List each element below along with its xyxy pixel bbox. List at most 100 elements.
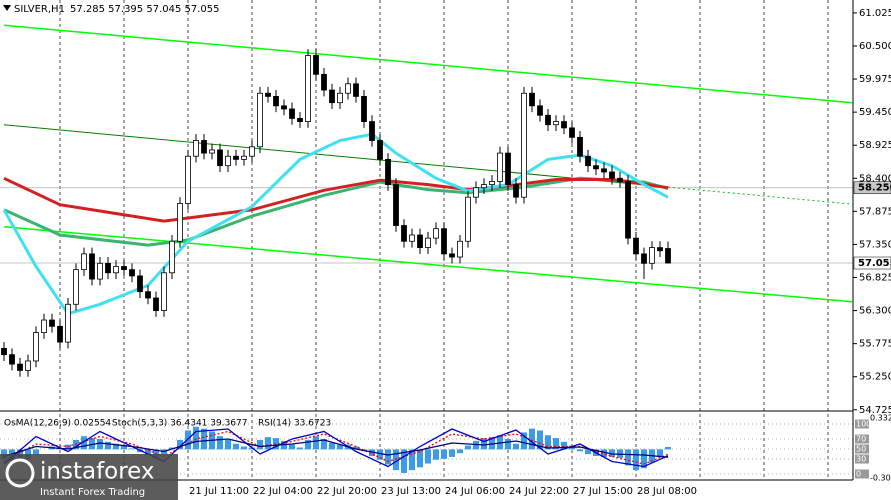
osma-bar [481, 438, 487, 450]
candle-body [337, 92, 343, 104]
overlay-line [3, 24, 853, 104]
candle-body [225, 155, 231, 167]
osma-bar [241, 446, 247, 450]
osma-bar [537, 430, 543, 450]
logo: instaforex Instant Forex Trading [0, 454, 178, 500]
osc-tick-label: 30 [856, 455, 866, 464]
y-tick-label: 59.975 [859, 74, 891, 85]
candle-body [153, 297, 159, 311]
osma-bar [505, 439, 511, 450]
candle-body [489, 181, 495, 185]
osma-bar [113, 443, 119, 450]
candle-body [113, 266, 119, 274]
osma-bar [121, 445, 127, 450]
y-tick-label: 61.025 [859, 8, 891, 19]
osma-bar [217, 436, 223, 450]
candle-body [1, 347, 7, 356]
osma-bar [177, 439, 183, 450]
ohlc: 57.285 57.395 57.045 57.055 [70, 4, 220, 15]
osma-bar [425, 449, 431, 464]
osma-label: OsMA(12,26,9) 0.02554 [4, 419, 111, 429]
candle-body [465, 196, 471, 242]
x-tick-label: 24 Jul 22:00 [509, 486, 569, 497]
y-tick-label: 57.875 [859, 206, 891, 217]
candle-body [545, 114, 551, 126]
menu-arrow[interactable] [3, 5, 11, 11]
osma-bar [585, 449, 591, 455]
osma-bar [665, 446, 671, 450]
osma-bar [513, 443, 519, 450]
candle-body [209, 149, 215, 154]
candle-body [65, 303, 71, 343]
osma-bar [33, 449, 39, 455]
y-tick-label: 59.450 [859, 107, 891, 118]
candle-body [305, 55, 311, 122]
overlay-line [3, 226, 853, 303]
candle-body [121, 266, 127, 271]
price-label: 57.055 [858, 258, 891, 269]
candle-body [329, 89, 335, 104]
price-label: 58.250 [858, 183, 891, 194]
osma-bar [657, 449, 663, 457]
candle-body [73, 269, 79, 305]
price-box [853, 181, 891, 194]
osma-bar [377, 449, 383, 460]
osc-tick-box [855, 419, 869, 429]
oscillator-line [3, 428, 669, 468]
y-tick-label: 54.725 [859, 405, 891, 416]
candle-body [289, 108, 295, 119]
osma-bar [353, 446, 359, 450]
osma-tick-label: -0.30339 [870, 474, 891, 483]
osc-tick-box [855, 454, 869, 464]
candle-body [105, 262, 111, 274]
osma-bar [321, 439, 327, 450]
candle-body [321, 73, 327, 91]
candle-body [41, 319, 47, 334]
logo-text: instaforex [40, 459, 155, 485]
logo-icon [5, 458, 35, 488]
symbol: SILVER,H1 [14, 4, 65, 15]
candle-body [497, 152, 503, 182]
osma-bar [545, 435, 551, 450]
candle-body [609, 171, 615, 179]
candle-body [201, 140, 207, 154]
candle-body [649, 247, 655, 264]
candle-body [81, 253, 87, 271]
osma-bar [489, 437, 495, 450]
osma-bar [441, 449, 447, 459]
candle-body [97, 262, 103, 280]
osma-bar [265, 437, 271, 450]
osma-bar [625, 449, 631, 466]
osma-bar [465, 445, 471, 450]
candle-body [537, 105, 543, 116]
candle-body [481, 184, 487, 189]
osma-bar [289, 444, 295, 450]
candle-body [9, 354, 15, 365]
oscillator-line [3, 438, 669, 458]
candle-body [601, 168, 607, 173]
osma-bar [305, 439, 311, 450]
stoch-label: Stoch(5,3,3) 36.4341 39.3677 [112, 419, 247, 429]
osc-tick-label: 100 [856, 420, 871, 429]
osma-bar [193, 426, 199, 450]
osma-bar [129, 448, 135, 450]
candle-body [161, 272, 167, 311]
osc-tick-label: 70 [856, 435, 866, 444]
osc-tick-label: 50 [856, 445, 866, 454]
y-tick-label: 58.400 [859, 173, 891, 184]
overlay-line [667, 186, 853, 205]
osma-bar [337, 444, 343, 450]
candle-body [625, 181, 631, 239]
oscillator-line [3, 430, 669, 465]
candle-body [273, 95, 279, 107]
candle-body [145, 291, 151, 299]
osma-bar [329, 442, 335, 450]
overlay-line [3, 176, 669, 223]
candle-body [633, 237, 639, 255]
y-tick-label: 55.250 [859, 372, 891, 383]
candle-body [33, 332, 39, 362]
candle-body [657, 247, 663, 252]
candle-body [473, 187, 479, 198]
